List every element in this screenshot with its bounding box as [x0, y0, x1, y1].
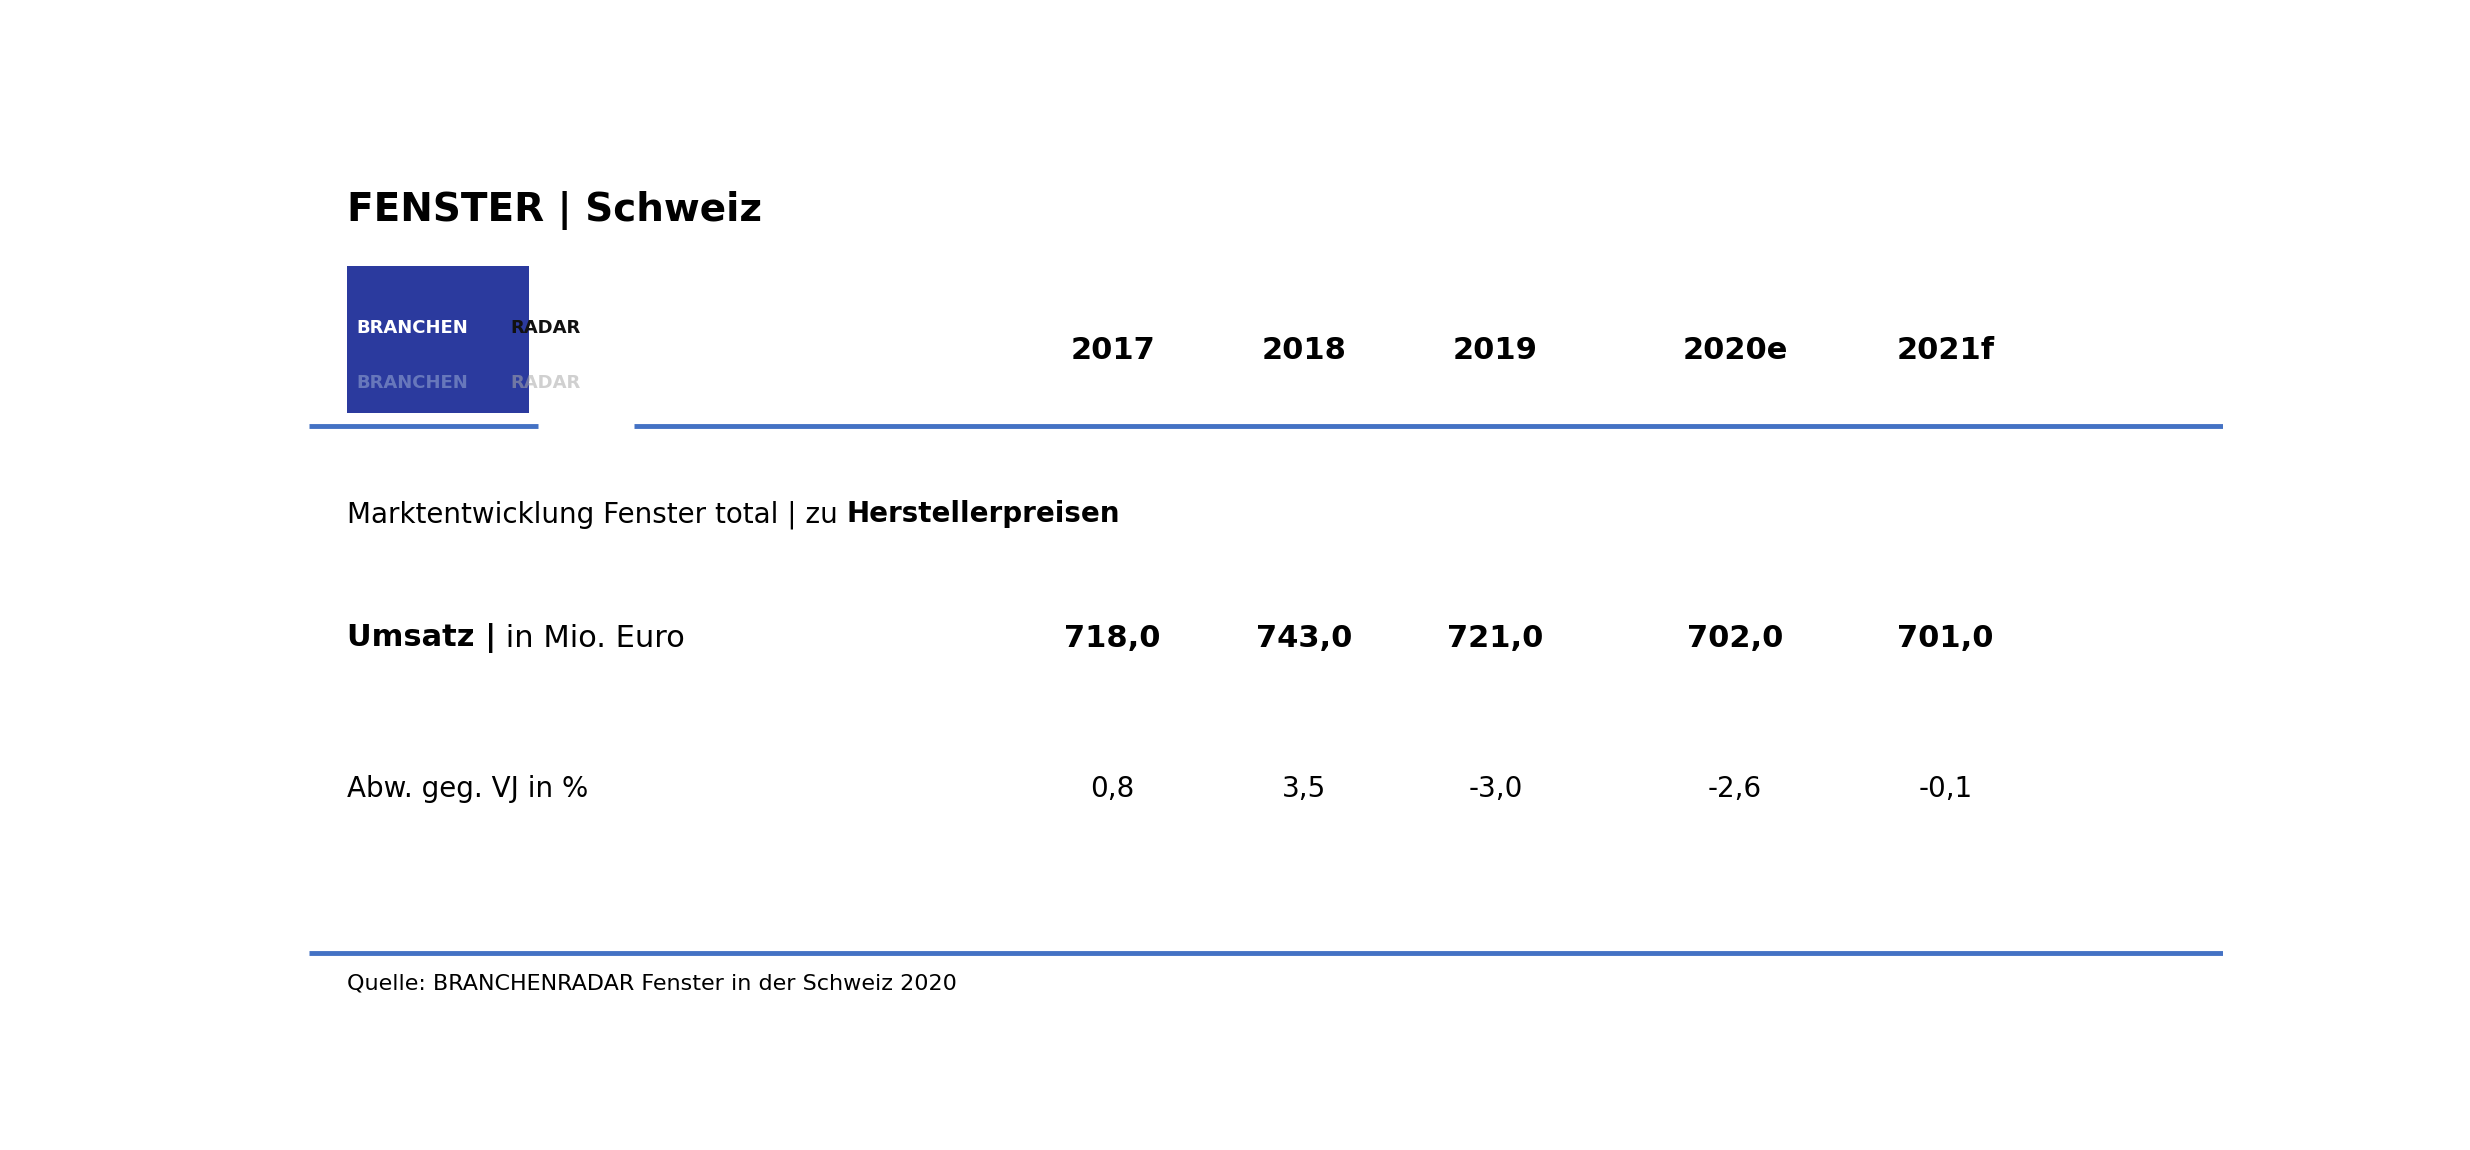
Text: 718,0: 718,0	[1065, 623, 1161, 653]
Text: 701,0: 701,0	[1897, 623, 1993, 653]
Text: 2019: 2019	[1452, 336, 1539, 365]
Text: in Mio. Euro: in Mio. Euro	[496, 623, 684, 653]
Text: -3,0: -3,0	[1467, 775, 1524, 803]
Text: -2,6: -2,6	[1707, 775, 1761, 803]
FancyBboxPatch shape	[346, 267, 529, 413]
Text: 702,0: 702,0	[1687, 623, 1783, 653]
Text: BRANCHEN: BRANCHEN	[356, 374, 467, 392]
Text: Umsatz |: Umsatz |	[346, 623, 496, 653]
Text: -0,1: -0,1	[1919, 775, 1974, 803]
Text: Quelle: BRANCHENRADAR Fenster in der Schweiz 2020: Quelle: BRANCHENRADAR Fenster in der Sch…	[346, 974, 956, 994]
Text: 743,0: 743,0	[1255, 623, 1354, 653]
Text: 721,0: 721,0	[1447, 623, 1544, 653]
Text: FENSTER | Schweiz: FENSTER | Schweiz	[346, 191, 763, 230]
Text: 2018: 2018	[1262, 336, 1346, 365]
Text: RADAR: RADAR	[511, 374, 580, 392]
Text: 3,5: 3,5	[1282, 775, 1326, 803]
Text: 0,8: 0,8	[1092, 775, 1134, 803]
Text: 2020e: 2020e	[1682, 336, 1788, 365]
Text: 2021f: 2021f	[1897, 336, 1993, 365]
Text: RADAR: RADAR	[511, 319, 580, 337]
Text: 2017: 2017	[1070, 336, 1156, 365]
Text: Marktentwicklung Fenster total | zu: Marktentwicklung Fenster total | zu	[346, 500, 847, 529]
Text: Herstellerpreisen: Herstellerpreisen	[847, 500, 1121, 528]
Text: BRANCHEN: BRANCHEN	[356, 319, 467, 337]
Text: Abw. geg. VJ in %: Abw. geg. VJ in %	[346, 775, 588, 803]
